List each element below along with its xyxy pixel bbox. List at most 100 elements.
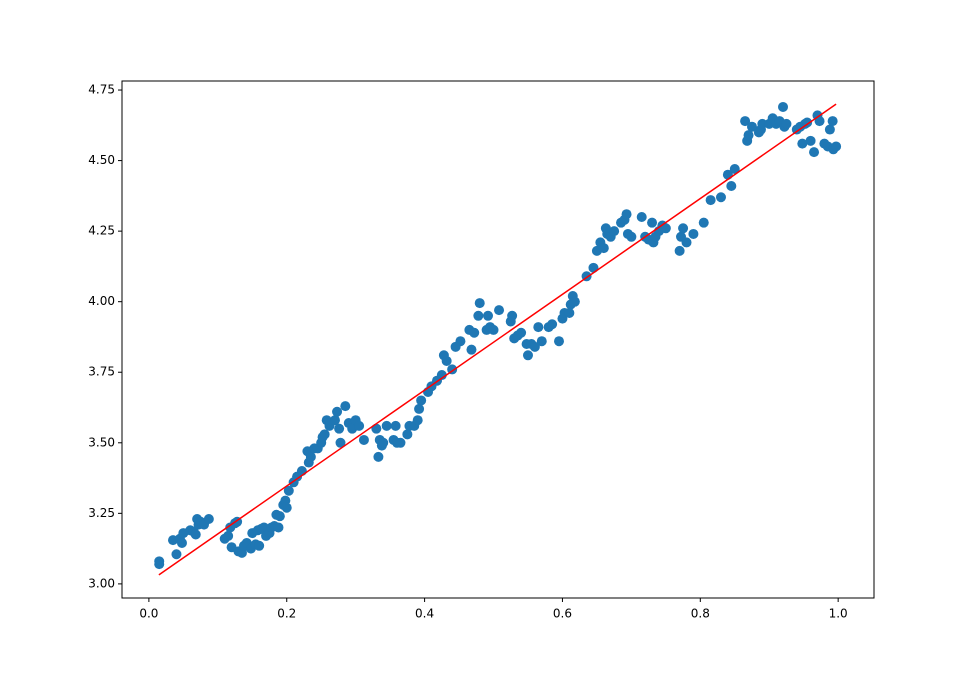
point [414, 403, 425, 414]
point [564, 307, 575, 318]
point [678, 223, 689, 234]
point [598, 243, 609, 254]
point [474, 298, 485, 309]
point [402, 429, 413, 440]
point [329, 415, 340, 426]
point [371, 423, 382, 434]
point [171, 549, 182, 560]
fit-line [158, 103, 837, 576]
point [296, 466, 307, 477]
point [809, 147, 820, 158]
point [681, 237, 692, 248]
point [416, 395, 427, 406]
point [715, 192, 726, 203]
y-tick-label: 3.00 [88, 576, 115, 590]
x-tick-label: 0.2 [277, 607, 296, 621]
point [802, 117, 813, 128]
point [805, 135, 816, 146]
point [203, 513, 214, 524]
point [688, 228, 699, 239]
point [621, 209, 632, 220]
point [319, 429, 330, 440]
point [281, 502, 292, 513]
point [698, 217, 709, 228]
point [636, 212, 647, 223]
point [814, 116, 825, 127]
point [154, 559, 165, 570]
point [473, 310, 484, 321]
y-tick-label: 3.75 [88, 365, 115, 379]
point [626, 231, 637, 242]
point [674, 245, 685, 256]
point [647, 217, 658, 228]
point [483, 310, 494, 321]
point [729, 164, 740, 175]
point [740, 116, 751, 127]
y-tick-label: 3.50 [88, 435, 115, 449]
point [390, 420, 401, 431]
y-tick-label: 4.50 [88, 153, 115, 167]
point [797, 138, 808, 149]
point [466, 344, 477, 355]
point [340, 401, 351, 412]
point [332, 406, 343, 417]
point [305, 451, 316, 462]
point [436, 370, 447, 381]
point [190, 529, 201, 540]
x-tick-label: 1.0 [829, 607, 848, 621]
point [757, 118, 768, 129]
point [827, 116, 838, 127]
point [533, 322, 544, 333]
axes-frame [121, 80, 875, 599]
point [469, 327, 480, 338]
point [223, 530, 234, 541]
y-tick-label: 4.00 [88, 294, 115, 308]
point [358, 434, 369, 445]
point [494, 305, 505, 316]
point [373, 451, 384, 462]
point [334, 423, 345, 434]
point [588, 262, 599, 273]
point [254, 540, 265, 551]
y-tick-label: 4.25 [88, 224, 115, 238]
point [455, 336, 466, 347]
y-tick-label: 4.75 [88, 83, 115, 97]
x-tick-label: 0.8 [691, 607, 710, 621]
point [516, 327, 527, 338]
point [273, 522, 284, 533]
point [743, 130, 754, 141]
point [381, 420, 392, 431]
point [547, 319, 558, 330]
point [529, 341, 540, 352]
point [283, 485, 294, 496]
point [488, 324, 499, 335]
point [778, 101, 789, 112]
point [354, 420, 365, 431]
point [569, 296, 580, 307]
point [781, 118, 792, 129]
point [441, 355, 452, 366]
point [726, 180, 737, 191]
point [395, 437, 406, 448]
y-tick-label: 3.25 [88, 506, 115, 520]
point [522, 350, 533, 361]
point [554, 336, 565, 347]
point [660, 223, 671, 234]
x-tick-label: 0.6 [553, 607, 572, 621]
point [746, 121, 757, 132]
point [824, 124, 835, 135]
point [274, 511, 285, 522]
point [831, 141, 842, 152]
point [335, 437, 346, 448]
point [705, 195, 716, 206]
point [609, 226, 620, 237]
x-tick-label: 0.4 [415, 607, 434, 621]
point [176, 537, 187, 548]
x-tick-label: 0.0 [139, 607, 158, 621]
point [507, 310, 518, 321]
point [536, 336, 547, 347]
point [412, 415, 423, 426]
point [378, 437, 389, 448]
